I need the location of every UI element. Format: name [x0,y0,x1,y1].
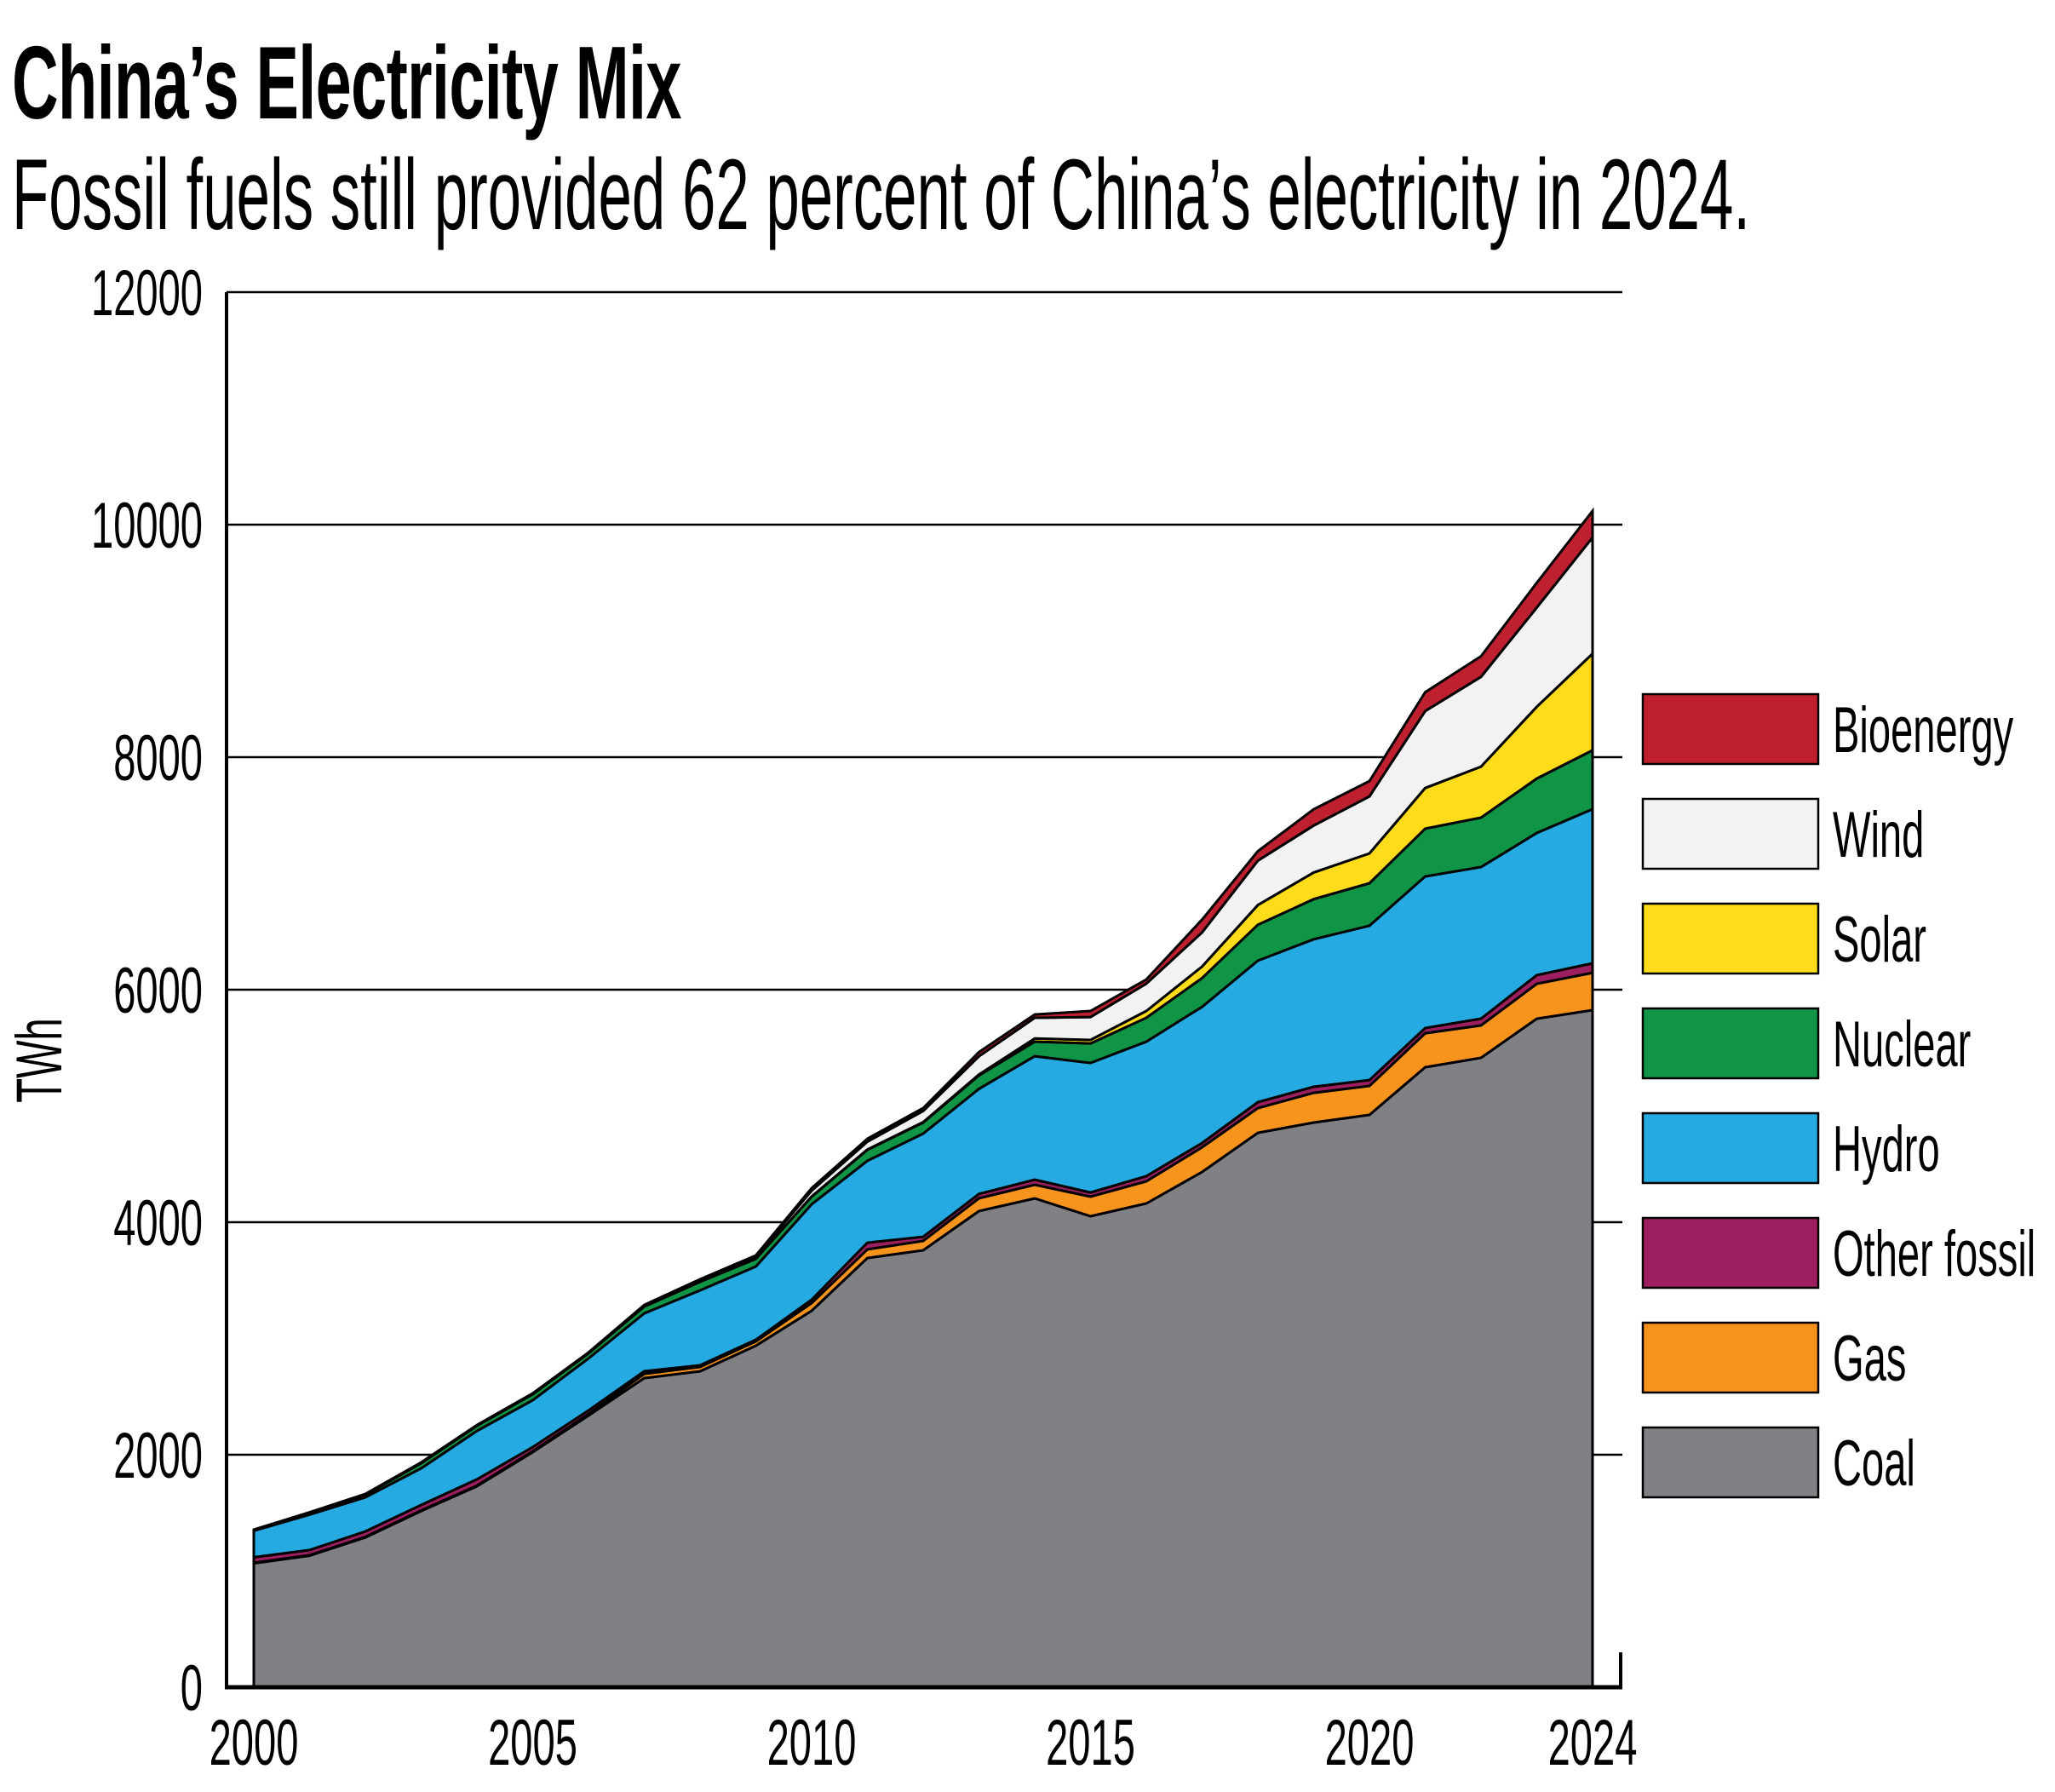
legend-label: Hydro [1833,1114,1940,1186]
x-tick-label: 2015 [1046,1708,1135,1779]
y-tick-label: 12000 [91,258,203,330]
x-tick-label: 2024 [1548,1708,1638,1779]
legend-item-nuclear: Nuclear [1641,1007,1971,1081]
legend-item-gas: Gas [1641,1321,1906,1395]
y-tick-label: 6000 [113,956,203,1027]
legend-item-solar: Solar [1641,902,1926,976]
area-series [252,507,1594,1689]
legend-item-coal: Coal [1641,1426,1915,1500]
legend-label: Gas [1833,1324,1906,1395]
y-tick-label: 4000 [113,1188,203,1260]
x-tick-label: 2000 [210,1708,299,1779]
y-axis-title: TWh [4,1018,76,1102]
y-tick-label: 2000 [113,1421,203,1492]
x-tick-labels: 2000 2005 2010 2015 2020 2024 [210,1708,1638,1779]
legend-item-other-fossil: Other fossil [1641,1216,2035,1290]
legend-swatch [1641,1216,1820,1289]
chart-subtitle: Fossil fuels still provided 62 percent o… [12,139,1751,251]
x-tick-label: 2010 [767,1708,857,1779]
legend-label: Solar [1833,905,1926,976]
legend-item-wind: Wind [1641,797,1924,871]
y-tick-label: 0 [181,1653,203,1725]
legend-label: Nuclear [1833,1009,1971,1081]
y-tick-label: 10000 [91,491,203,562]
legend-swatch [1641,1111,1820,1185]
x-tick-label: 2005 [488,1708,577,1779]
legend-label: Wind [1833,800,1924,871]
area-bioenergy [252,507,1594,1532]
legend-swatch [1641,1426,1820,1499]
legend-label: Bioenergy [1833,695,2013,767]
legend-label: Other fossil [1833,1219,2035,1290]
y-tick-labels: 0 2000 4000 6000 8000 10000 12000 [91,258,203,1725]
chart-title: China’s Electricity Mix [12,25,681,141]
axes [225,292,1622,1690]
legend-item-hydro: Hydro [1641,1111,1940,1186]
legend-swatch [1641,902,1820,975]
legend-swatch [1641,692,1820,766]
x-tick-label: 2020 [1325,1708,1415,1779]
legend-item-bioenergy: Bioenergy [1641,692,2013,767]
legend-swatch [1641,1007,1820,1080]
legend: Bioenergy Wind Solar Nuclear Hydro Other foss… [1641,692,2035,1500]
legend-swatch [1641,1321,1820,1394]
legend-swatch [1641,797,1820,870]
y-tick-label: 8000 [113,723,203,795]
legend-label: Coal [1833,1428,1915,1500]
